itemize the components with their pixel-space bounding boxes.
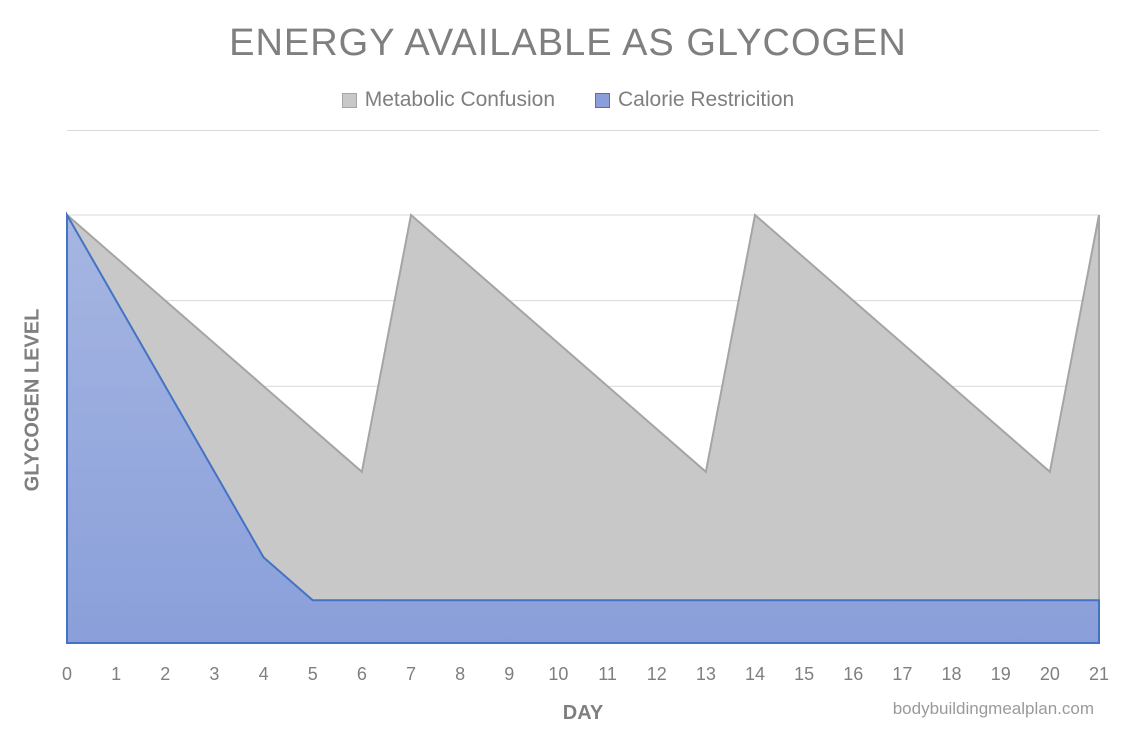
chart-title: ENERGY AVAILABLE AS GLYCOGEN [229, 22, 907, 64]
x-tick-label: 15 [794, 664, 814, 684]
legend-swatch-metabolic-confusion [341, 92, 357, 108]
x-tick-label: 13 [696, 664, 716, 684]
x-tick-label: 20 [1040, 664, 1060, 684]
x-tick-label: 2 [160, 664, 170, 684]
series-area-metabolic-confusion [66, 212, 1100, 644]
x-axis-ticks: 0 1 2 3 4 5 6 7 8 9 10 11 12 13 14 15 16 17 18 19 20 21 [62, 664, 1109, 684]
x-tick-label: 7 [406, 664, 416, 684]
x-tick-label: 18 [942, 664, 962, 684]
legend-item-calorie-restriction: Calorie Restricition [595, 88, 794, 112]
x-tick-label: 12 [647, 664, 667, 684]
legend-label-calorie-restriction: Calorie Restricition [618, 88, 795, 111]
y-axis-label: GLYCOGEN LEVEL [21, 308, 44, 492]
x-tick-label: 4 [259, 664, 269, 684]
x-tick-label: 6 [357, 664, 367, 684]
legend-label-metabolic-confusion: Metabolic Confusion [364, 88, 556, 111]
x-tick-label: 9 [504, 664, 514, 684]
x-tick-label: 11 [598, 664, 617, 684]
x-tick-label: 5 [308, 664, 318, 684]
watermark: bodybuildingmealplan.com [892, 699, 1094, 718]
x-tick-label: 3 [209, 664, 219, 684]
x-tick-label: 0 [62, 664, 72, 684]
x-axis-label: DAY [562, 702, 604, 724]
chart-legend: Metabolic Confusion Calorie Restricition [0, 88, 1136, 112]
x-tick-label: 1 [111, 664, 121, 684]
legend-item-metabolic-confusion: Metabolic Confusion [341, 88, 556, 112]
x-tick-label: 17 [892, 664, 912, 684]
legend-divider [67, 130, 1099, 131]
x-tick-label: 19 [991, 664, 1011, 684]
x-tick-label: 14 [745, 664, 765, 684]
x-tick-label: 21 [1089, 664, 1109, 684]
series-area-calorie-restriction [66, 211, 1100, 644]
x-tick-label: 10 [548, 664, 568, 684]
legend-swatch-calorie-restriction [595, 92, 611, 108]
x-tick-label: 16 [843, 664, 863, 684]
x-tick-label: 8 [455, 664, 465, 684]
